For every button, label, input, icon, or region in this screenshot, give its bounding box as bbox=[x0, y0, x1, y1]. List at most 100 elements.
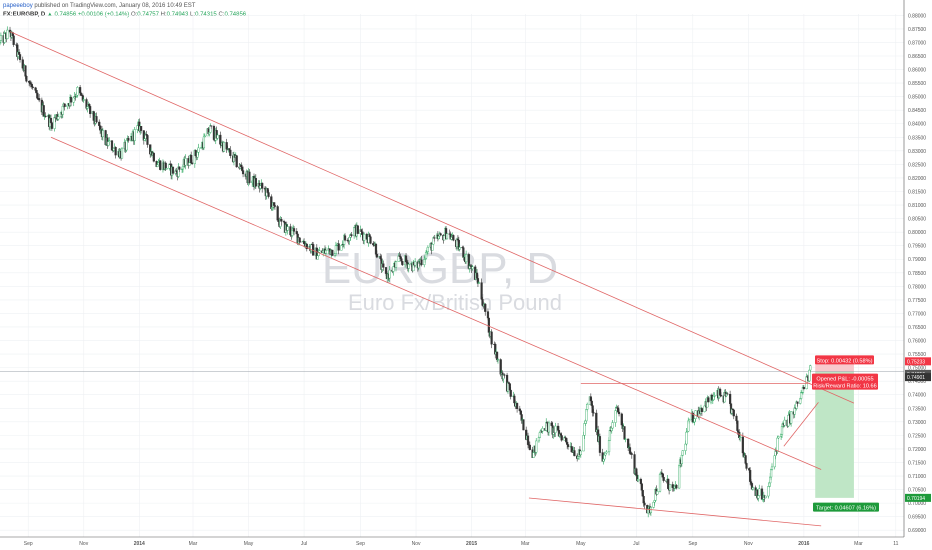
candle-body bbox=[31, 86, 34, 88]
candle-body bbox=[146, 135, 149, 145]
time-tick-label: Mar bbox=[521, 541, 530, 547]
candle-body bbox=[767, 486, 770, 497]
candle-body bbox=[414, 261, 417, 266]
price-tick-label: 0.86000 bbox=[908, 68, 926, 74]
candle-body bbox=[328, 248, 331, 251]
candles bbox=[0, 26, 812, 518]
trendline bbox=[50, 136, 822, 470]
time-tick-label: 11 bbox=[893, 541, 898, 547]
candle-body bbox=[764, 495, 767, 499]
candle-body bbox=[188, 162, 191, 166]
price-tick-label: 0.69500 bbox=[908, 515, 926, 521]
price-tick-label: 0.72000 bbox=[908, 447, 926, 453]
candle-body bbox=[400, 258, 403, 262]
candle-body bbox=[202, 136, 206, 149]
target-price-tag: 0.70194 bbox=[907, 496, 925, 502]
price-tick-label: 0.70500 bbox=[908, 488, 926, 494]
price-tick-label: 0.74500 bbox=[908, 379, 926, 385]
watermark-name: Euro Fx/British Pound bbox=[348, 290, 562, 315]
last-price: 0.74856 bbox=[54, 12, 77, 18]
candle-body bbox=[267, 192, 270, 197]
candle-body bbox=[350, 234, 353, 237]
candle-body bbox=[165, 168, 168, 170]
up-arrow-icon: ▲ bbox=[46, 12, 53, 18]
candle-body bbox=[554, 425, 557, 433]
candle-body bbox=[203, 135, 206, 138]
candle-body bbox=[538, 432, 541, 438]
candle-body bbox=[465, 254, 468, 263]
price-tick-label: 0.82500 bbox=[908, 162, 926, 168]
candle-body bbox=[656, 491, 659, 495]
price-tick-label: 0.78500 bbox=[908, 271, 926, 277]
candle-body bbox=[541, 428, 544, 432]
candle-body bbox=[668, 484, 672, 491]
symbol-label: FX:EURGBP, D bbox=[3, 12, 46, 18]
price-tick-label: 0.75000 bbox=[908, 366, 926, 372]
price-tick-label: 0.73000 bbox=[908, 420, 926, 426]
candle-body bbox=[38, 98, 41, 101]
candle-body bbox=[662, 476, 665, 481]
candle-body bbox=[289, 226, 292, 236]
candle-body bbox=[624, 438, 627, 440]
author-link[interactable]: papeeeboy bbox=[3, 3, 33, 9]
candle-body bbox=[719, 395, 723, 397]
candle-body bbox=[515, 402, 519, 410]
candle-body bbox=[318, 250, 321, 253]
candle-body bbox=[605, 451, 608, 454]
candle-body bbox=[24, 65, 27, 77]
watermark-symbol: EURGBP, D bbox=[322, 244, 558, 293]
stop-zone bbox=[815, 361, 854, 372]
candle-body bbox=[0, 35, 3, 41]
candle-body bbox=[388, 269, 391, 279]
candle-body bbox=[547, 422, 551, 433]
price-tick-label: 0.80000 bbox=[908, 230, 926, 236]
open-value: 0.74757 bbox=[137, 12, 159, 18]
time-tick-label: Jul bbox=[633, 541, 639, 547]
candle-body bbox=[790, 411, 793, 424]
candle-body bbox=[292, 228, 296, 232]
price-tick-label: 0.77500 bbox=[908, 298, 926, 304]
candle-body bbox=[216, 134, 219, 139]
price-tick-label: 0.73500 bbox=[908, 406, 926, 412]
candle-body bbox=[509, 389, 512, 397]
pnl-label-2: Risk/Reward Ratio: 10.66 bbox=[813, 384, 876, 390]
price-tick-label: 0.74000 bbox=[908, 393, 926, 399]
candle-body bbox=[108, 140, 111, 142]
candle-body bbox=[477, 282, 480, 284]
price-tick-label: 0.81000 bbox=[908, 203, 926, 209]
price-tick-label: 0.83000 bbox=[908, 149, 926, 155]
low-label: L: bbox=[190, 12, 196, 18]
candle-body bbox=[739, 436, 742, 439]
candle-body bbox=[522, 419, 525, 431]
time-tick-label: Sep bbox=[688, 541, 697, 547]
candle-body bbox=[741, 436, 744, 454]
candle-body bbox=[630, 453, 633, 455]
price-tick-label: 0.78000 bbox=[908, 284, 926, 290]
candle-body bbox=[484, 303, 487, 312]
candle-body bbox=[276, 206, 279, 221]
candle-body bbox=[82, 99, 85, 101]
candle-body bbox=[69, 97, 73, 103]
price-tick-label: 0.81500 bbox=[908, 189, 926, 195]
candle-body bbox=[394, 261, 398, 268]
candle-body bbox=[680, 454, 683, 464]
candle-body bbox=[783, 419, 786, 426]
candle-body bbox=[50, 122, 53, 129]
candle-body bbox=[433, 237, 436, 239]
candle-body bbox=[623, 426, 626, 440]
candle-body bbox=[334, 245, 338, 254]
time-tick-label: 2014 bbox=[134, 541, 145, 547]
candle-body bbox=[751, 487, 754, 490]
price-tick-label: 0.88000 bbox=[908, 13, 926, 19]
candle-body bbox=[222, 142, 226, 152]
candle-body bbox=[159, 160, 162, 170]
candle-body bbox=[382, 263, 385, 268]
time-tick-label: Nov bbox=[744, 541, 753, 547]
time-tick-label: 2016 bbox=[798, 541, 809, 547]
candle-body bbox=[776, 437, 779, 452]
open-label: O: bbox=[130, 12, 138, 18]
candle-body bbox=[101, 130, 104, 138]
candle-body bbox=[592, 412, 595, 414]
price-tick-label: 0.79000 bbox=[908, 257, 926, 263]
